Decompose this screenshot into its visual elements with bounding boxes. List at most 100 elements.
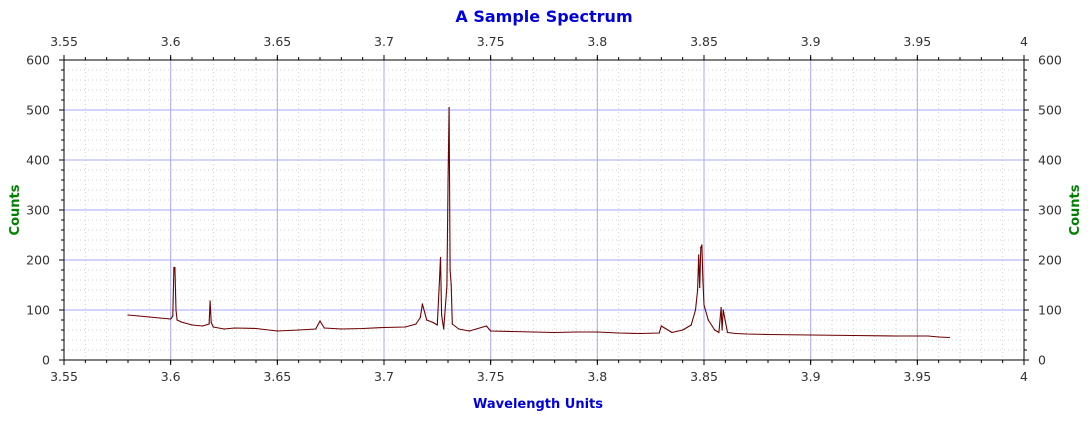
data-point	[468, 330, 470, 332]
x-tick-label: 3.95	[903, 369, 931, 384]
data-point	[575, 331, 577, 333]
data-point	[127, 314, 129, 316]
data-point	[852, 334, 854, 337]
y2-tick-label: 0	[1038, 353, 1046, 368]
data-point	[746, 333, 748, 335]
data-point	[148, 316, 150, 318]
data-point	[175, 309, 177, 311]
data-point	[209, 300, 211, 302]
data-point	[419, 316, 421, 319]
data-point	[446, 285, 448, 287]
x-tick-label: 3.8	[587, 369, 607, 384]
y-tick-label: 500	[26, 103, 50, 118]
data-point	[208, 323, 210, 325]
data-point	[439, 256, 442, 259]
data-point	[176, 319, 178, 321]
data-point	[449, 269, 451, 271]
data-point	[720, 306, 722, 309]
data-point	[421, 303, 423, 305]
data-point	[432, 321, 434, 324]
x-tick-label: 3.85	[690, 369, 718, 384]
data-point	[697, 289, 699, 291]
data-point	[362, 327, 364, 330]
y-tick-label: 100	[26, 303, 50, 318]
y2-tick-label: 600	[1038, 53, 1062, 68]
data-point	[511, 330, 513, 333]
data-point	[383, 326, 385, 329]
data-point	[810, 334, 812, 336]
y-tick-label: 200	[26, 253, 50, 268]
data-point	[698, 254, 700, 256]
data-point	[415, 323, 417, 325]
data-point	[458, 328, 460, 330]
data-point	[340, 328, 342, 330]
data-point	[658, 332, 660, 334]
x-tick-label: 3.55	[50, 369, 78, 384]
series-layer	[127, 106, 950, 339]
data-point	[718, 331, 720, 334]
x2-tick-label: 3.85	[690, 34, 718, 49]
data-point	[173, 266, 175, 269]
x-tick-label: 3.7	[374, 369, 394, 384]
data-point	[298, 329, 300, 331]
data-point	[451, 323, 453, 325]
y-tick-label: 600	[26, 53, 50, 68]
data-point	[315, 328, 317, 330]
y2-tick-label: 100	[1038, 303, 1062, 318]
data-point	[721, 329, 723, 331]
y2-axis-label: Counts	[1068, 184, 1083, 235]
y-tick-label: 400	[26, 153, 50, 168]
data-point	[554, 331, 556, 334]
axis-ticks: 3.55 3.55 3.6 3.6 3.65 3.65 3.7 3.7 3.75 3.75 3.8 3…	[26, 34, 1062, 384]
data-point	[700, 246, 702, 249]
grid	[63, 59, 1025, 361]
data-point	[438, 289, 440, 291]
data-point	[450, 284, 452, 286]
x-axis-label: Wavelength Units	[473, 397, 603, 412]
x2-tick-label: 4	[1020, 34, 1028, 49]
y2-tick-label: 500	[1038, 103, 1062, 118]
data-point	[210, 321, 212, 324]
data-point	[682, 329, 684, 331]
x2-tick-label: 3.65	[263, 34, 291, 49]
x2-tick-label: 3.6	[161, 34, 181, 49]
data-point	[170, 318, 172, 320]
data-point	[701, 244, 703, 246]
data-point	[671, 331, 673, 334]
data-point	[448, 106, 450, 109]
data-point	[699, 286, 701, 289]
data-point	[436, 324, 438, 326]
data-point	[703, 304, 705, 306]
x-tick-label: 3.6	[161, 369, 181, 384]
data-point	[172, 315, 174, 317]
x2-tick-label: 3.7	[374, 34, 394, 49]
data-point	[490, 330, 492, 332]
data-point	[180, 321, 182, 323]
data-point	[441, 314, 443, 316]
y2-tick-label: 400	[1038, 153, 1062, 168]
data-point	[938, 336, 940, 338]
data-point	[767, 333, 769, 336]
data-point	[426, 319, 428, 321]
data-point	[234, 327, 236, 329]
y-tick-label: 300	[26, 203, 50, 218]
data-point	[255, 327, 257, 330]
data-point	[618, 332, 620, 334]
data-point	[639, 332, 641, 335]
data-point	[276, 330, 278, 332]
data-point	[202, 325, 204, 327]
data-point	[722, 309, 724, 311]
data-point	[532, 331, 534, 333]
x2-tick-label: 3.95	[903, 34, 931, 49]
x-tick-label: 3.9	[801, 369, 821, 384]
data-point	[735, 332, 737, 335]
y2-tick-label: 200	[1038, 253, 1062, 268]
x2-tick-label: 3.9	[801, 34, 821, 49]
x2-tick-label: 3.55	[50, 34, 78, 49]
x2-tick-label: 3.75	[477, 34, 505, 49]
data-point	[191, 324, 193, 326]
data-point	[212, 326, 214, 328]
data-point	[895, 335, 897, 337]
chart-title: A Sample Spectrum	[455, 7, 632, 26]
